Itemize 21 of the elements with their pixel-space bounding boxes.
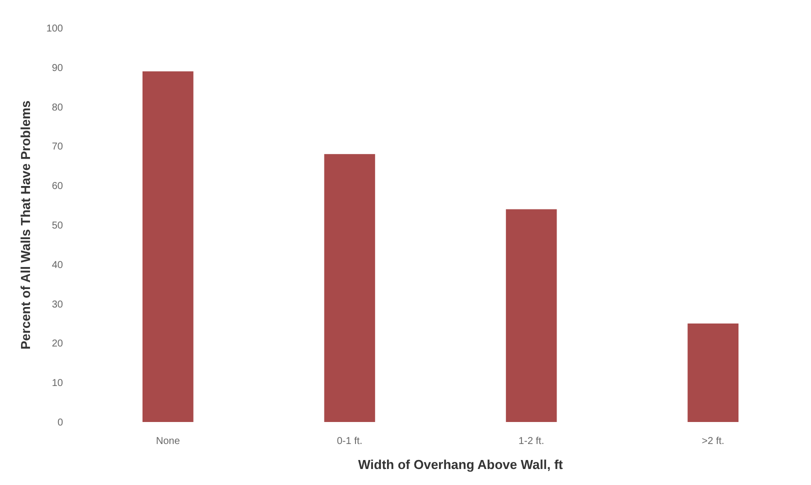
bar (324, 154, 376, 422)
y-tick-label: 100 (46, 24, 64, 34)
bar (142, 71, 194, 422)
x-tick-label: >2 ft. (702, 436, 724, 447)
y-axis-title: Percent of All Walls That Have Problems (18, 100, 33, 350)
bar (688, 324, 738, 422)
x-tick-label: 1-2 ft. (518, 436, 544, 447)
y-tick-label: 30 (52, 299, 64, 310)
y-tick-label: 50 (52, 220, 64, 232)
x-tick-label: None (156, 436, 180, 447)
y-tick-label: 40 (52, 260, 64, 271)
y-tick-label: 20 (52, 338, 64, 350)
bar (506, 209, 557, 422)
x-axis-title: Width of Overhang Above Wall, ft (358, 457, 564, 472)
y-tick-label: 60 (52, 181, 64, 192)
y-tick-label: 80 (52, 102, 64, 114)
x-tick-label: 0-1 ft. (336, 436, 362, 447)
y-tick-label: 90 (52, 62, 64, 74)
y-tick-label: 10 (52, 378, 64, 390)
y-tick-label: 0 (57, 418, 64, 428)
y-tick-label: 70 (52, 142, 64, 153)
